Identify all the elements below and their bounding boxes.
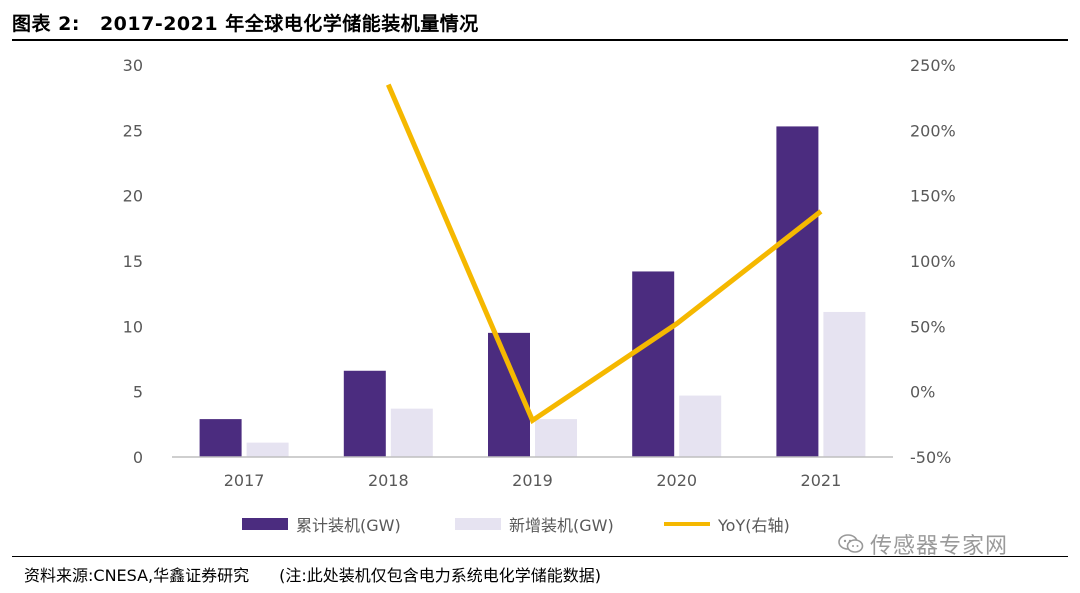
bar-added: [679, 395, 722, 457]
left-axis-tick-label: 10: [123, 317, 143, 336]
yoy-line: [386, 83, 823, 425]
legend-label-yoy: YoY(右轴): [718, 516, 790, 535]
source-line: 资料来源:CNESA,华鑫证券研究 (注:此处装机仅包含电力系统电化学储能数据): [24, 562, 601, 586]
source-label: 资料来源:CNESA,华鑫证券研究: [24, 566, 250, 585]
bar-cumulative: [632, 271, 675, 457]
bar-added: [390, 408, 433, 457]
left-axis-tick-label: 20: [123, 187, 143, 206]
x-axis-tick-label: 2020: [656, 471, 697, 490]
legend: 累计装机(GW) 新增装机(GW) YoY(右轴): [0, 512, 1080, 536]
right-axis-tick-label: -50%: [910, 448, 951, 467]
chart-area: 0 5 10 15 20 25 30 -50% 0% 50% 100% 150% 200% 250% 201…: [123, 56, 956, 490]
right-axis-tick-label: 50%: [910, 317, 946, 336]
right-axis-tick-label: 200%: [910, 121, 956, 140]
bar-added: [823, 311, 866, 457]
legend-item-added: 新增装机(GW): [455, 512, 614, 536]
left-axis-tick-label: 0: [133, 448, 143, 467]
bar-added: [246, 442, 289, 457]
legend-item-yoy: YoY(右轴): [664, 512, 790, 536]
source-note: (注:此处装机仅包含电力系统电化学储能数据): [279, 566, 602, 585]
legend-item-cumulative: 累计装机(GW): [242, 512, 401, 536]
legend-swatch-cumulative: [242, 518, 288, 530]
figure-title: 2017-2021 年全球电化学储能装机量情况: [99, 12, 479, 35]
x-axis-tick-label: 2019: [512, 471, 553, 490]
left-axis-tick-label: 5: [133, 383, 143, 402]
x-axis-tick-label: 2018: [368, 471, 409, 490]
legend-label-cumulative: 累计装机(GW): [296, 516, 401, 535]
bottom-rule: [12, 556, 1068, 557]
wechat-icon: [838, 534, 864, 553]
legend-swatch-yoy: [664, 522, 710, 526]
x-axis-tick-label: 2021: [801, 471, 842, 490]
right-axis-tick-label: 100%: [910, 252, 956, 271]
left-axis-tick-label: 30: [123, 56, 143, 75]
legend-label-added: 新增装机(GW): [509, 516, 614, 535]
bar-added: [535, 419, 577, 457]
bar-cumulative: [343, 370, 386, 457]
bar-cumulative: [776, 126, 819, 457]
figure-label: 图表 2:: [12, 12, 80, 35]
right-axis-tick-label: 150%: [910, 187, 956, 206]
right-axis-tick-label: 0%: [910, 383, 935, 402]
left-axis-tick-label: 25: [123, 121, 143, 140]
right-axis-tick-label: 250%: [910, 56, 956, 75]
left-axis-tick-label: 15: [123, 252, 143, 271]
top-rule: [12, 39, 1068, 41]
bar-cumulative: [199, 419, 242, 457]
x-axis-tick-label: 2017: [224, 471, 265, 490]
watermark: 传感器专家网: [838, 528, 1008, 560]
watermark-text: 传感器专家网: [870, 534, 1009, 559]
legend-swatch-added: [455, 518, 501, 530]
figure-header: 图表 2: 2017-2021 年全球电化学储能装机量情况: [12, 8, 479, 36]
